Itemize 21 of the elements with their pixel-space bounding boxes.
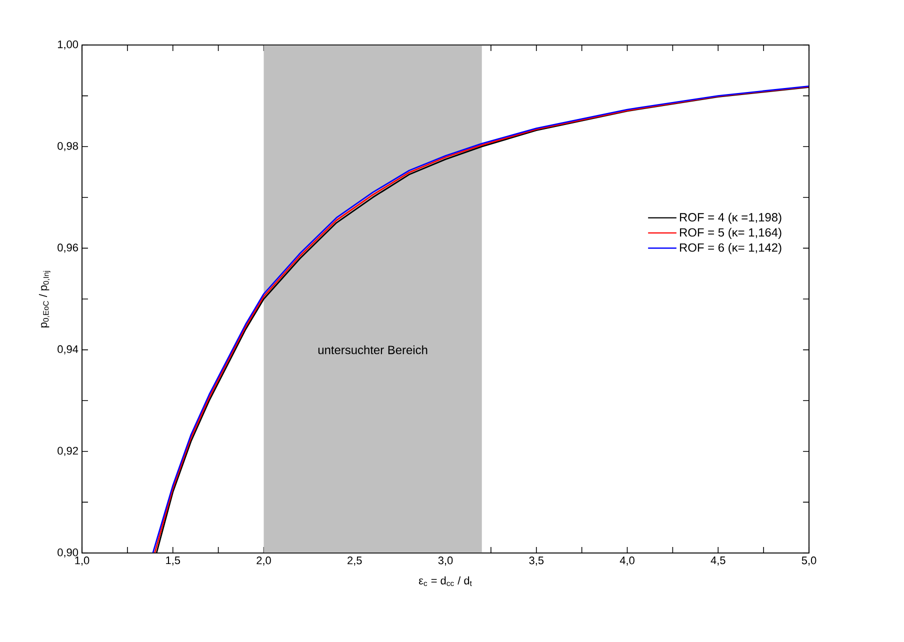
x-tick-label: 3,5	[529, 556, 544, 566]
x-tick-label: 5,0	[802, 556, 816, 566]
legend-label: ROF = 5 (κ= 1,164)	[680, 228, 782, 240]
legend-label: ROF = 6 (κ= 1,142)	[680, 243, 782, 254]
y-tick-label: 0,94	[58, 345, 78, 354]
x-axis-title: ε$_{c}$ = d$_{cc}$ / d$_{t}$	[418, 576, 472, 586]
x-tick-label: 3,0	[438, 556, 453, 566]
y-tick-label: 0,96	[58, 244, 78, 253]
legend-label: ROF = 4 (κ =1,198)	[680, 212, 782, 224]
x-tick-label: 1,5	[166, 556, 180, 566]
x-tick-label: 2,5	[348, 556, 362, 566]
x-tick-label: 1,0	[75, 556, 90, 566]
y-tick-label: 0,98	[58, 142, 78, 152]
y-tick-label: 1,00	[58, 40, 78, 50]
band-label: untersuchter Bereich	[318, 345, 428, 354]
y-tick-label: 0,92	[58, 446, 78, 456]
x-tick-label: 4,5	[710, 556, 726, 566]
y-tick-label: 0,90	[58, 548, 78, 558]
x-tick-label: 2,0	[256, 556, 271, 566]
x-tick-label: 4,0	[620, 556, 634, 566]
y-axis-title: p$_{0,EoC}$ / p$_{0,Inj}$	[38, 270, 50, 328]
